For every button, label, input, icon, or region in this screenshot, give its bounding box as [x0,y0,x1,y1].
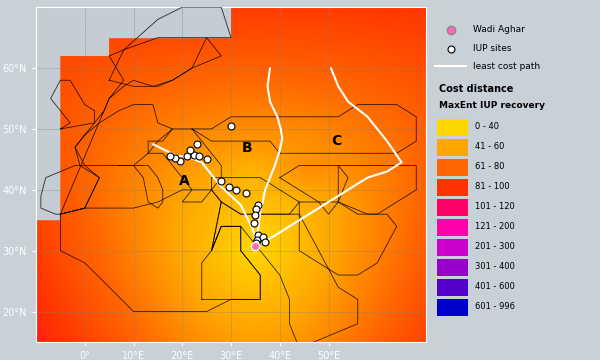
FancyBboxPatch shape [437,279,468,296]
Text: 81 - 100: 81 - 100 [475,182,509,191]
Text: 61 - 80: 61 - 80 [475,162,504,171]
Text: 401 - 600: 401 - 600 [475,283,515,292]
Text: IUP sites: IUP sites [473,44,511,53]
Text: 121 - 200: 121 - 200 [475,222,514,231]
FancyBboxPatch shape [437,299,468,316]
Text: 601 - 996: 601 - 996 [475,302,515,311]
Text: B: B [241,141,252,155]
FancyBboxPatch shape [437,219,468,236]
FancyBboxPatch shape [437,199,468,216]
FancyBboxPatch shape [437,259,468,276]
Text: Wadi Aghar: Wadi Aghar [473,25,525,34]
Text: least cost path: least cost path [473,62,540,71]
FancyBboxPatch shape [437,139,468,156]
FancyBboxPatch shape [437,179,468,196]
FancyBboxPatch shape [437,239,468,256]
FancyBboxPatch shape [437,118,468,136]
FancyBboxPatch shape [437,159,468,176]
Text: A: A [179,174,190,188]
Text: 41 - 60: 41 - 60 [475,142,504,151]
Text: C: C [331,134,341,148]
Text: 101 - 120: 101 - 120 [475,202,514,211]
Text: MaxEnt IUP recovery: MaxEnt IUP recovery [439,102,545,111]
Text: 301 - 400: 301 - 400 [475,262,515,271]
Text: 201 - 300: 201 - 300 [475,242,515,251]
Text: 0 - 40: 0 - 40 [475,122,499,131]
Text: Cost distance: Cost distance [439,84,513,94]
